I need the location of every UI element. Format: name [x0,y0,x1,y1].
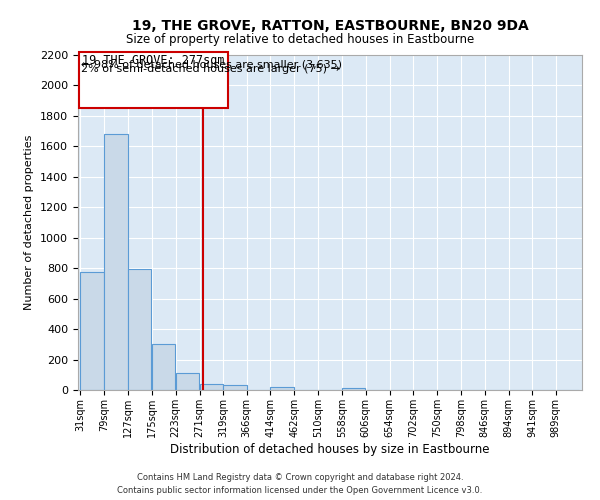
Bar [342,388,365,390]
Bar [176,373,199,390]
Text: ← 98% of detached houses are smaller (3,635): ← 98% of detached houses are smaller (3,… [82,60,343,70]
Title: 19, THE GROVE, RATTON, EASTBOURNE, BN20 9DA: 19, THE GROVE, RATTON, EASTBOURNE, BN20 … [131,19,529,33]
Bar [200,384,223,390]
Bar [223,386,247,390]
Bar [271,387,294,390]
Text: Size of property relative to detached houses in Eastbourne: Size of property relative to detached ho… [126,32,474,46]
Bar [79,52,229,108]
Bar [152,344,175,390]
Bar [80,272,104,390]
Text: 19 THE GROVE: 277sqm: 19 THE GROVE: 277sqm [82,54,225,67]
Text: Contains HM Land Registry data © Crown copyright and database right 2024.
Contai: Contains HM Land Registry data © Crown c… [118,474,482,495]
Bar [104,134,128,390]
Text: 2% of semi-detached houses are larger (75) →: 2% of semi-detached houses are larger (7… [82,64,340,74]
Bar [128,269,151,390]
X-axis label: Distribution of detached houses by size in Eastbourne: Distribution of detached houses by size … [170,442,490,456]
Y-axis label: Number of detached properties: Number of detached properties [25,135,34,310]
